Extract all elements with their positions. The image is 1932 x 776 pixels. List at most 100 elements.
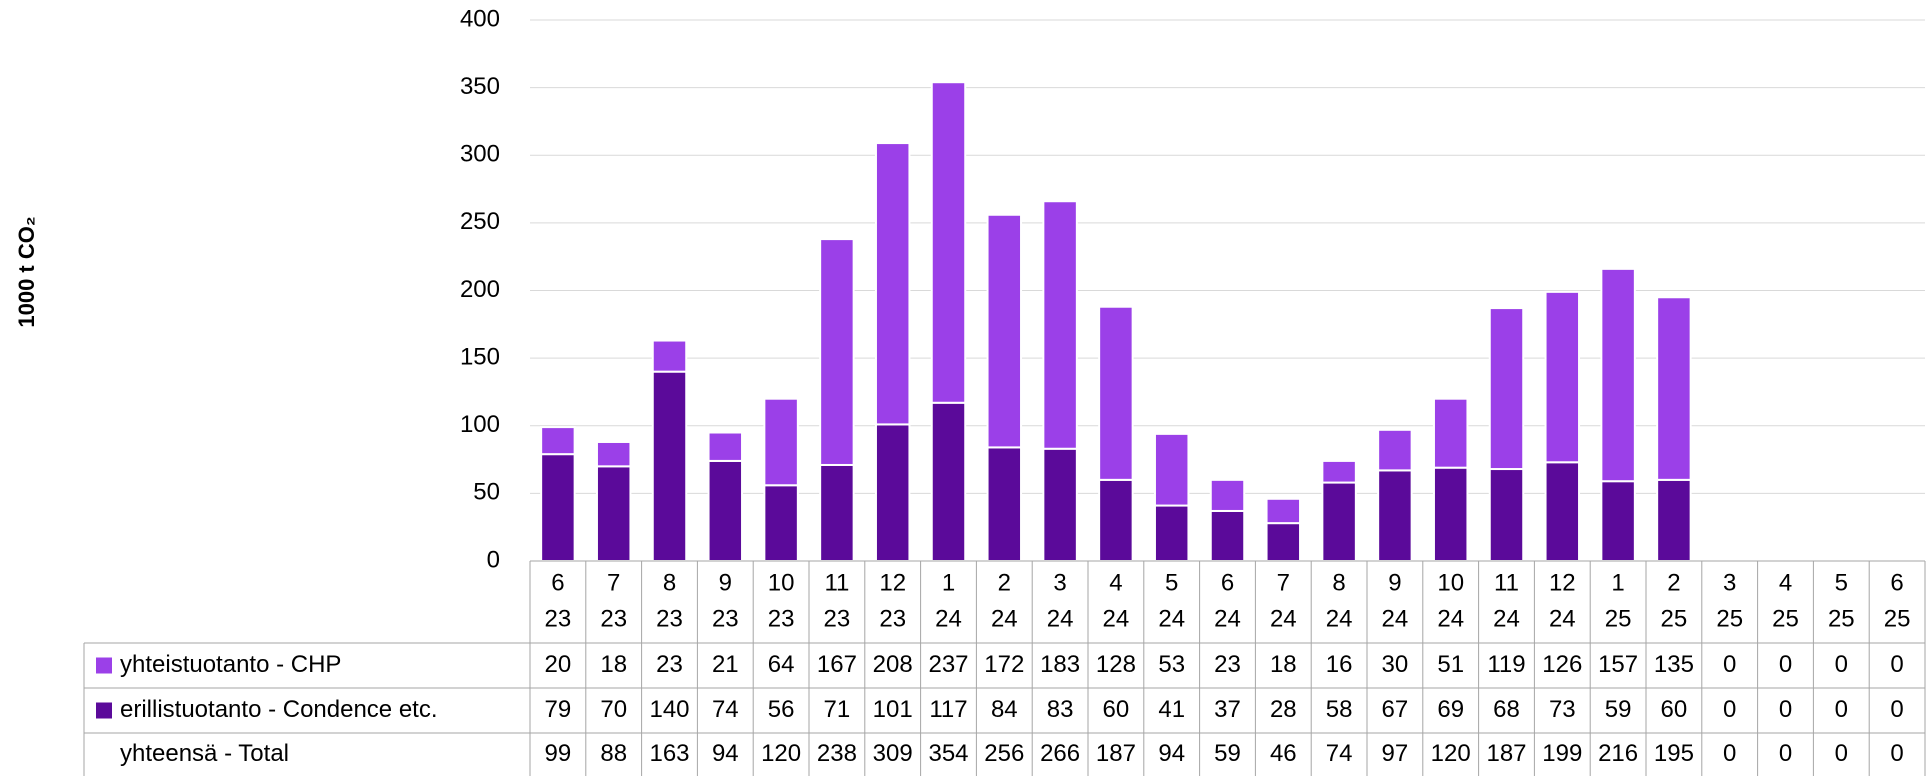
table-value: 163: [649, 740, 689, 767]
bar-segment: [651, 370, 688, 562]
table-value: 37: [1214, 696, 1241, 723]
table-value: 354: [928, 740, 968, 767]
legend-label: erillistuotanto - Condence etc.: [120, 696, 438, 723]
bar-segment: [1432, 397, 1469, 469]
bar-segment: [819, 463, 855, 562]
table-value: 58: [1326, 696, 1353, 723]
table-value: 0: [1890, 740, 1903, 767]
x-tick-label: 23: [656, 605, 683, 632]
bar-segment: [1098, 305, 1134, 481]
table-value: 97: [1382, 740, 1409, 767]
table-value: 187: [1096, 740, 1136, 767]
table-value: 94: [712, 740, 739, 767]
x-tick-label: 23: [600, 605, 627, 632]
table-value: 0: [1723, 651, 1736, 678]
x-tick-label: 9: [1388, 569, 1401, 596]
bar-segment: [1265, 497, 1302, 525]
table-value: 183: [1040, 651, 1080, 678]
x-tick-label: 25: [1605, 605, 1632, 632]
bar-segment: [874, 142, 911, 426]
x-tick-label: 23: [768, 605, 795, 632]
bar-segment: [595, 465, 632, 563]
x-tick-label: 25: [1661, 605, 1688, 632]
bar-segment: [1153, 432, 1190, 507]
x-tick-label: 2: [998, 569, 1011, 596]
table-value: 0: [1890, 651, 1903, 678]
bar-segment: [707, 459, 744, 563]
x-tick-label: 24: [1270, 605, 1297, 632]
bar-segment: [1098, 478, 1134, 563]
x-tick-label: 25: [1884, 605, 1911, 632]
table-value: 68: [1493, 696, 1520, 723]
bar-segment: [986, 446, 1023, 563]
table-value: 237: [928, 651, 968, 678]
legend-swatch: [96, 657, 112, 674]
table-value: 73: [1549, 696, 1576, 723]
bar-segment: [1544, 290, 1581, 464]
x-tick-label: 24: [1326, 605, 1353, 632]
table-value: 216: [1598, 740, 1638, 767]
table-value: 20: [545, 651, 572, 678]
table-value: 69: [1437, 696, 1464, 723]
table-value: 79: [545, 696, 572, 723]
x-tick-label: 24: [1158, 605, 1185, 632]
table-value: 71: [824, 696, 851, 723]
bar-segment: [707, 431, 744, 462]
bar-segment: [1656, 296, 1692, 481]
x-tick-label: 24: [1047, 605, 1074, 632]
table-value: 46: [1270, 740, 1297, 767]
bar-segment: [1321, 459, 1357, 484]
x-tick-label: 3: [1053, 569, 1066, 596]
legend-swatch: [96, 702, 112, 719]
bar-segment: [930, 81, 967, 404]
table-value: 0: [1779, 740, 1792, 767]
x-tick-label: 25: [1772, 605, 1799, 632]
table-value: 140: [649, 696, 689, 723]
bar-segment: [763, 484, 799, 563]
x-tick-label: 24: [1437, 605, 1464, 632]
table-value: 99: [545, 740, 572, 767]
x-tick-label: 24: [935, 605, 962, 632]
table-value: 23: [1214, 651, 1241, 678]
y-tick-label: 250: [460, 208, 500, 235]
x-tick-label: 1: [942, 569, 955, 596]
table-value: 0: [1723, 740, 1736, 767]
table-value: 0: [1835, 651, 1848, 678]
table-value: 74: [712, 696, 739, 723]
table-value: 0: [1779, 651, 1792, 678]
bar-segment: [819, 238, 855, 466]
table-value: 126: [1542, 651, 1582, 678]
x-tick-label: 25: [1828, 605, 1855, 632]
table-value: 101: [873, 696, 913, 723]
bar-segment: [1377, 469, 1413, 563]
table-value: 0: [1835, 740, 1848, 767]
x-tick-label: 6: [1890, 569, 1903, 596]
table-value: 64: [768, 651, 795, 678]
y-tick-label: 50: [473, 479, 500, 506]
bar-segment: [1600, 480, 1636, 563]
x-tick-label: 23: [712, 605, 739, 632]
x-tick-label: 3: [1723, 569, 1736, 596]
table-value: 67: [1382, 696, 1409, 723]
bar-segment: [1488, 307, 1525, 471]
table-value: 60: [1103, 696, 1130, 723]
bar-segment: [651, 339, 688, 373]
table-value: 157: [1598, 651, 1638, 678]
table-value: 28: [1270, 696, 1297, 723]
table-value: 18: [600, 651, 627, 678]
table-value: 84: [991, 696, 1018, 723]
table-value: 41: [1158, 696, 1185, 723]
table-value: 195: [1654, 740, 1694, 767]
table-value: 172: [984, 651, 1024, 678]
x-tick-label: 23: [545, 605, 572, 632]
bar-segment: [874, 423, 911, 562]
table-value: 167: [817, 651, 857, 678]
bar-segment: [1042, 200, 1078, 450]
table-value: 88: [600, 740, 627, 767]
table-value: 0: [1779, 696, 1792, 723]
y-tick-label: 350: [460, 73, 500, 100]
x-tick-label: 23: [879, 605, 906, 632]
bar-segment: [1656, 478, 1692, 563]
y-tick-label: 150: [460, 343, 500, 370]
x-tick-label: 2: [1667, 569, 1680, 596]
